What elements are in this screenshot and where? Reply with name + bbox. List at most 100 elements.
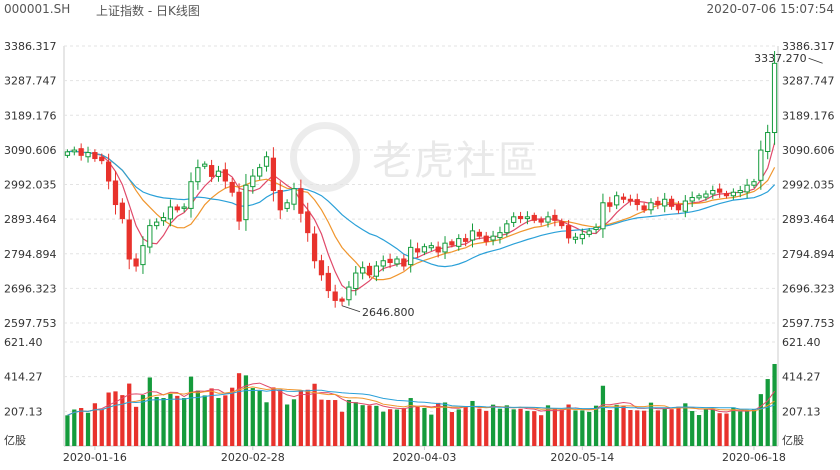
- price-tick-label-right: 2893.464: [782, 213, 835, 226]
- volume-bar: [284, 404, 290, 446]
- volume-bar: [607, 410, 612, 446]
- volume-bar: [394, 409, 400, 446]
- candle-body: [737, 189, 743, 194]
- volume-bar: [710, 409, 715, 446]
- volume-unit-label-right: 亿股: [782, 434, 804, 447]
- volume-bar: [175, 395, 180, 446]
- volume-unit-label-left: 亿股: [4, 434, 26, 447]
- volume-bar: [600, 385, 606, 446]
- price-tick-label-left: 2696.323: [4, 282, 57, 295]
- ma20-price-line: [67, 150, 776, 268]
- volume-bar: [250, 388, 255, 446]
- candle-body: [160, 217, 167, 222]
- candle-body: [263, 156, 270, 167]
- volume-bar: [456, 409, 461, 446]
- candle-body: [442, 242, 448, 253]
- volume-bar: [497, 408, 503, 446]
- volume-bar: [655, 410, 660, 446]
- volume-bar: [92, 403, 98, 446]
- candle-body: [236, 191, 242, 222]
- candle-body: [298, 188, 304, 214]
- candle-body: [483, 235, 489, 242]
- ma10-price-line: [67, 150, 776, 281]
- volume-bar: [580, 410, 585, 446]
- volume-bar: [415, 406, 420, 446]
- volume-bar: [401, 408, 406, 446]
- volume-bar: [511, 409, 516, 446]
- volume-bar: [195, 390, 201, 446]
- candle-body: [284, 202, 290, 209]
- ma5-price-line: [67, 142, 776, 292]
- candle-body: [572, 236, 579, 240]
- volume-bar: [436, 402, 441, 446]
- x-tick-label: 2020-05-14: [550, 451, 614, 464]
- x-tick-label: 2020-04-03: [392, 451, 456, 464]
- volume-bar: [243, 375, 249, 446]
- candle-body: [614, 195, 620, 206]
- volume-bar: [291, 399, 297, 446]
- candle-body: [428, 245, 434, 249]
- price-tick-label-right: 3386.317: [782, 40, 835, 53]
- candle-body: [339, 298, 345, 302]
- volume-tick-label-right: 414.27: [782, 371, 821, 384]
- volume-bar: [552, 409, 558, 446]
- volume-bar: [106, 392, 111, 446]
- volume-bar: [85, 412, 91, 446]
- candle-body: [215, 170, 222, 177]
- watermark-text: 老虎社區: [372, 138, 540, 184]
- candle-body: [538, 219, 544, 223]
- candle-body: [655, 200, 661, 206]
- volume-bar: [333, 400, 338, 446]
- candle-body: [469, 230, 476, 241]
- candle-body: [195, 167, 201, 183]
- candle-body: [346, 286, 352, 301]
- volume-bar: [312, 383, 317, 446]
- candle-body: [147, 225, 153, 248]
- candle-body: [408, 246, 414, 266]
- candle-body: [277, 189, 283, 211]
- volume-tick-label-right: 207.13: [782, 405, 821, 418]
- candle-body: [380, 260, 386, 267]
- volume-bar: [72, 409, 77, 446]
- candle-body: [435, 246, 441, 253]
- volume-tick-label-left: 621.40: [4, 336, 43, 349]
- candle-body: [332, 291, 338, 301]
- volume-bar: [731, 407, 736, 446]
- volume-bar: [99, 409, 104, 446]
- volume-bar: [202, 395, 207, 446]
- volume-bar: [223, 395, 228, 446]
- candle-body: [126, 219, 132, 260]
- candle-body: [744, 184, 750, 193]
- volume-bar: [374, 405, 379, 446]
- volume-bar: [298, 390, 303, 446]
- candle-body: [456, 238, 462, 247]
- candle-body: [552, 214, 558, 221]
- volume-bar: [662, 408, 667, 446]
- candle-body: [188, 181, 194, 209]
- candle-body: [229, 181, 235, 193]
- candle-body: [511, 216, 517, 223]
- candle-body: [765, 132, 771, 152]
- volume-tick-label-right: 621.40: [782, 336, 821, 349]
- candle-body: [119, 202, 125, 220]
- volume-bar: [559, 409, 564, 446]
- price-tick-label-left: 3189.176: [4, 109, 57, 122]
- candle-body: [64, 151, 71, 156]
- x-tick-label: 2020-01-16: [63, 451, 127, 464]
- timestamp: 2020-07-06 15:07:54: [706, 2, 834, 16]
- volume-bar: [182, 398, 187, 446]
- volume-bar: [216, 397, 221, 446]
- volume-bar: [621, 406, 626, 446]
- price-tick-label-right: 3287.747: [782, 75, 835, 88]
- candle-body: [305, 211, 311, 234]
- candle-body: [92, 152, 98, 160]
- candle-body: [668, 198, 675, 207]
- candle-body: [373, 265, 380, 277]
- candle-body: [634, 199, 640, 206]
- candle-body: [112, 180, 119, 206]
- price-tick-label-right: 3090.606: [782, 144, 835, 157]
- volume-bar: [504, 405, 509, 446]
- high-leader-line: [808, 57, 823, 64]
